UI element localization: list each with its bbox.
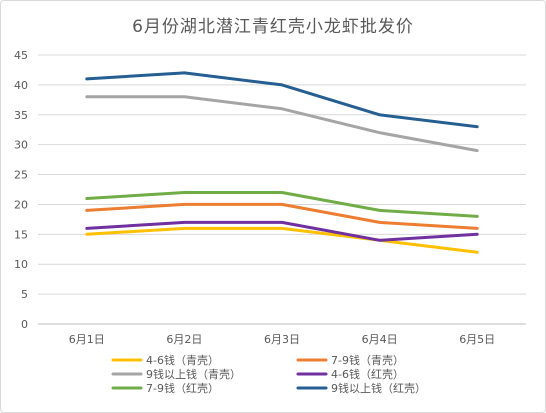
legend-label: 9钱以上钱（红壳）: [331, 381, 426, 395]
y-tick-label: 30: [14, 139, 28, 152]
x-tick-label: 6月2日: [166, 333, 202, 346]
legend-label: 4-6钱（红壳）: [331, 367, 404, 381]
y-tick-label: 0: [21, 318, 28, 331]
legend-label: 4-6钱（青壳）: [146, 353, 219, 367]
x-tick-label: 6月4日: [362, 333, 398, 346]
series-line-1: [85, 226, 479, 254]
legend-label: 7-9钱（青壳）: [331, 353, 404, 367]
legend-label: 7-9钱（红壳）: [146, 381, 219, 395]
y-tick-label: 45: [14, 49, 28, 62]
y-tick-label: 35: [14, 109, 28, 122]
y-tick-label: 10: [14, 258, 28, 271]
y-tick-label: 5: [21, 288, 28, 301]
series-line-3: [85, 95, 479, 153]
x-tick-label: 6月5日: [459, 333, 495, 346]
y-tick-label: 15: [14, 228, 28, 241]
series-line-2: [85, 202, 479, 230]
y-tick-label: 40: [14, 79, 28, 92]
x-tick-label: 6月3日: [264, 333, 300, 346]
series-line-5: [85, 191, 479, 218]
y-tick-label: 25: [14, 169, 28, 182]
series-line-4: [85, 220, 479, 242]
chart-title: 6月份湖北潜江青红壳小龙虾批发价: [132, 17, 414, 37]
y-tick-label: 20: [14, 198, 28, 211]
x-tick-label: 6月1日: [69, 333, 105, 346]
series-line-6: [85, 71, 479, 129]
legend-label: 9钱以上钱（青壳）: [146, 367, 241, 381]
